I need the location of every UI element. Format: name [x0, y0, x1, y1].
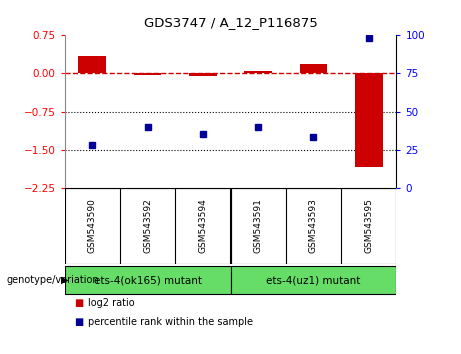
- Bar: [300, 64, 327, 73]
- FancyBboxPatch shape: [230, 266, 396, 294]
- Bar: [355, 73, 383, 167]
- Text: percentile rank within the sample: percentile rank within the sample: [88, 317, 253, 327]
- Text: GSM543595: GSM543595: [364, 198, 373, 253]
- Text: GDS3747 / A_12_P116875: GDS3747 / A_12_P116875: [144, 16, 317, 29]
- Text: ■: ■: [74, 298, 83, 308]
- Text: GSM543590: GSM543590: [88, 198, 97, 253]
- Text: ets-4(uz1) mutant: ets-4(uz1) mutant: [266, 275, 361, 285]
- Text: GSM543591: GSM543591: [254, 198, 263, 253]
- Text: ■: ■: [74, 317, 83, 327]
- Bar: [134, 73, 161, 75]
- Text: ▶: ▶: [61, 275, 69, 285]
- Text: genotype/variation: genotype/variation: [7, 275, 100, 285]
- Text: GSM543592: GSM543592: [143, 198, 152, 253]
- Text: GSM543593: GSM543593: [309, 198, 318, 253]
- Bar: [244, 71, 272, 73]
- FancyBboxPatch shape: [65, 266, 230, 294]
- Text: GSM543594: GSM543594: [198, 198, 207, 253]
- Bar: [189, 73, 217, 76]
- Text: ets-4(ok165) mutant: ets-4(ok165) mutant: [94, 275, 201, 285]
- Text: log2 ratio: log2 ratio: [88, 298, 134, 308]
- Bar: [78, 56, 106, 73]
